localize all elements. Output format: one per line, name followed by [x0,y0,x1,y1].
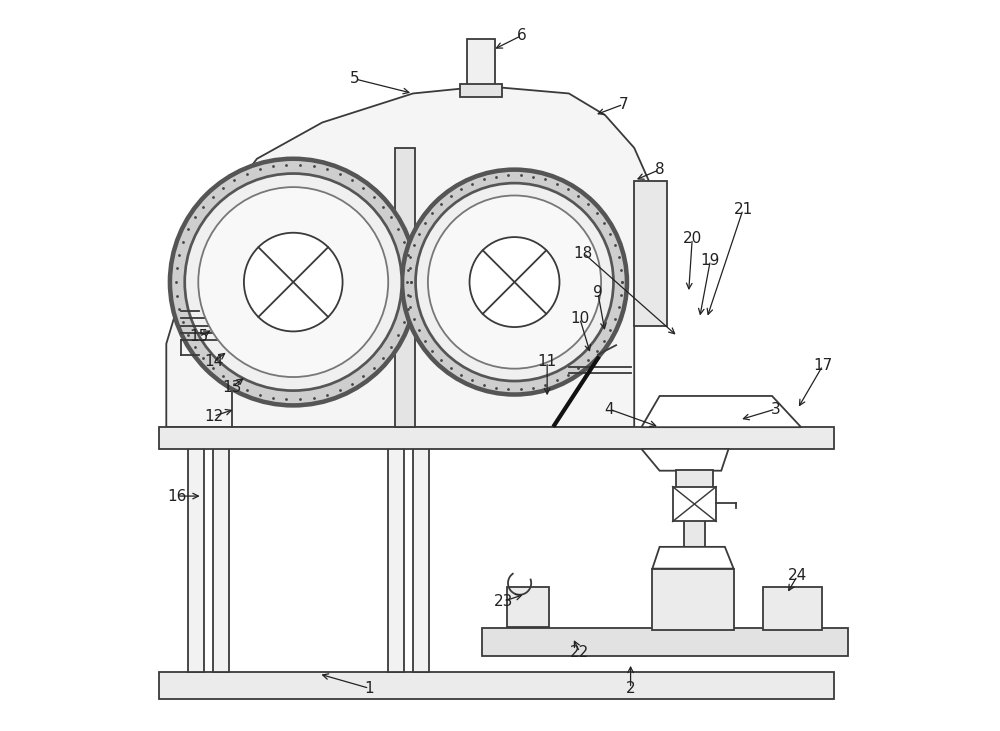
Circle shape [185,173,402,390]
Bar [634,181,667,325]
Text: 20: 20 [683,231,702,246]
Polygon shape [641,449,729,471]
Text: 2: 2 [626,681,635,696]
Text: 9: 9 [593,286,603,300]
Bar [673,487,716,521]
Polygon shape [166,86,649,427]
Text: 22: 22 [570,645,589,659]
Text: 10: 10 [570,311,589,326]
Text: 23: 23 [494,594,513,609]
Text: 13: 13 [222,380,241,395]
Bar [507,587,549,626]
Bar [159,672,834,700]
Text: 11: 11 [538,355,557,369]
Text: 24: 24 [788,569,807,583]
Text: 21: 21 [733,202,753,217]
Text: 18: 18 [574,246,593,260]
Text: 1: 1 [365,681,374,696]
Bar [467,39,495,86]
Polygon shape [652,547,734,569]
Bar [684,520,705,565]
Circle shape [416,183,613,381]
Text: 15: 15 [189,329,209,344]
Text: 3: 3 [771,401,781,417]
Text: 5: 5 [350,72,360,86]
Bar [388,448,404,672]
Text: 7: 7 [619,96,628,112]
Text: 14: 14 [204,355,223,369]
Bar [652,569,734,630]
Circle shape [402,170,627,395]
Bar [460,84,502,97]
Bar [159,427,834,449]
Bar [413,448,429,672]
Text: 4: 4 [604,401,614,417]
Bar [763,587,822,630]
Polygon shape [641,396,801,427]
Circle shape [198,187,388,377]
Circle shape [244,232,343,331]
Text: 17: 17 [813,358,832,373]
Circle shape [428,195,601,368]
Text: 8: 8 [655,162,664,177]
Circle shape [170,159,417,406]
Bar [213,448,229,672]
Bar [395,148,415,427]
Bar [188,448,204,672]
Bar [482,628,848,656]
Bar [676,470,713,489]
Text: 16: 16 [167,488,187,504]
Text: 6: 6 [517,28,527,43]
Text: 12: 12 [204,409,223,424]
Text: 19: 19 [701,253,720,268]
Circle shape [470,237,559,327]
